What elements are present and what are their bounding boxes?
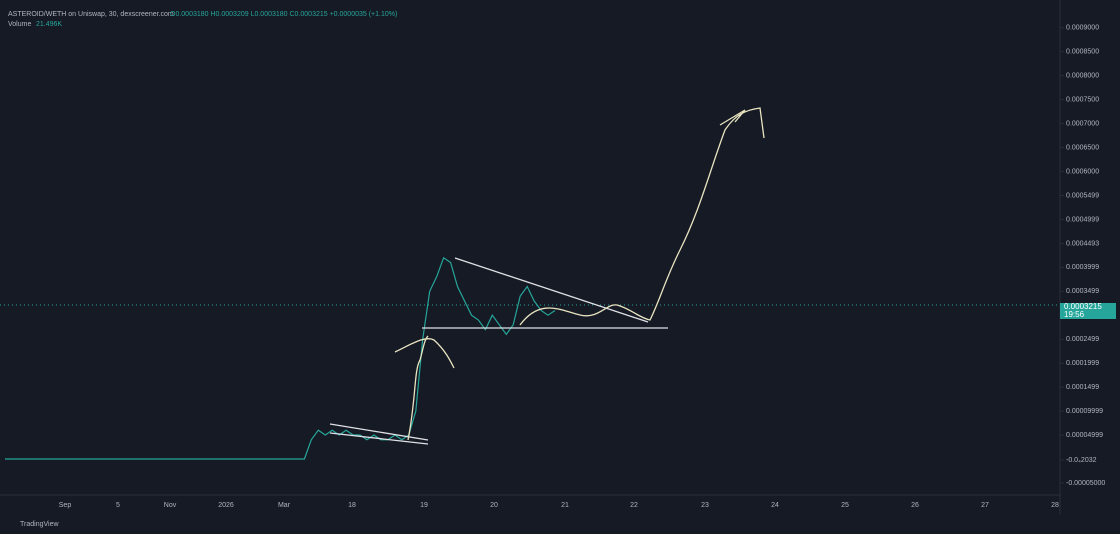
y-tick-label: 0.0009000 bbox=[1066, 25, 1099, 32]
last-price: 0.0003215 bbox=[1064, 302, 1102, 311]
y-tick-label: 0.0005499 bbox=[1066, 192, 1099, 199]
x-tick-label: 20 bbox=[490, 502, 498, 509]
x-tick-label: 21 bbox=[561, 502, 569, 509]
y-tick-label: 0.00004999 bbox=[1066, 432, 1103, 439]
y-tick-label: -0.00005000 bbox=[1066, 480, 1105, 487]
x-tick-label: 22 bbox=[630, 502, 638, 509]
price-line bbox=[5, 256, 556, 460]
x-tick-label: 23 bbox=[701, 502, 709, 509]
y-tick-label: 0.0007500 bbox=[1066, 96, 1099, 103]
y-tick-label: 0.0003999 bbox=[1066, 264, 1099, 271]
y-tick-label: 0.0004999 bbox=[1066, 216, 1099, 223]
symbol: ASTEROID/WETH on Uniswap, 30, dexscreene… bbox=[8, 11, 174, 18]
x-tick-label: 26 bbox=[911, 502, 919, 509]
price-badge bbox=[1060, 303, 1116, 319]
x-tick-label: Nov bbox=[164, 502, 177, 509]
y-tick-label: 0.0008000 bbox=[1066, 73, 1099, 80]
volume-label: Volume bbox=[8, 21, 31, 28]
brand: TradingView bbox=[20, 521, 59, 528]
y-tick-label: 0.00009999 bbox=[1066, 408, 1103, 415]
x-tick-label: 19 bbox=[420, 502, 428, 509]
x-tick-label: 2026 bbox=[218, 502, 234, 509]
x-tick-label: Mar bbox=[278, 502, 291, 509]
y-tick-label: 0.0001499 bbox=[1066, 384, 1099, 391]
y-tick-label: 0.0007000 bbox=[1066, 120, 1099, 127]
y-tick-label: 0.0006500 bbox=[1066, 144, 1099, 151]
ohlc: O0.0003180 H0.0003209 L0.0003180 C0.0003… bbox=[170, 11, 397, 18]
x-tick-label: 27 bbox=[981, 502, 989, 509]
countdown: 19:56 bbox=[1064, 310, 1085, 319]
x-tick-label: 18 bbox=[348, 502, 356, 509]
y-tick-label: 0.0004493 bbox=[1066, 241, 1099, 248]
volume-value: 21.496K bbox=[36, 21, 62, 28]
x-tick-label: Sep bbox=[59, 502, 72, 509]
y-tick-label: 0.0002499 bbox=[1066, 336, 1099, 343]
x-tick-label: 24 bbox=[771, 502, 779, 509]
x-tick-label: 28 bbox=[1051, 502, 1059, 509]
y-tick-label: 0.0006000 bbox=[1066, 168, 1099, 175]
y-tick-label: -0.0₄2032 bbox=[1066, 457, 1097, 464]
drawings bbox=[329, 107, 765, 445]
x-tick-label: 25 bbox=[841, 502, 849, 509]
y-tick-label: 0.0008500 bbox=[1066, 49, 1099, 56]
x-tick-label: 5 bbox=[116, 502, 120, 509]
y-tick-label: 0.0003499 bbox=[1066, 288, 1099, 295]
y-tick-label: 0.0001999 bbox=[1066, 360, 1099, 367]
